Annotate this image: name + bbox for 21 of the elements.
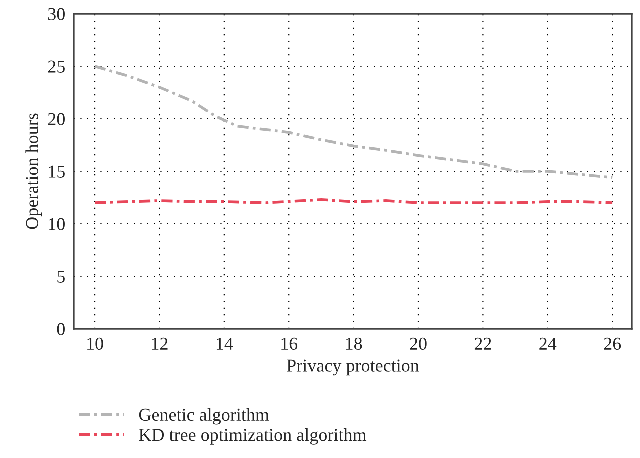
x-tick-label: 26 <box>604 338 622 350</box>
y-tick-label: 25 <box>48 60 65 73</box>
legend-label: Genetic algorithm <box>139 408 270 425</box>
y-tick-label: 20 <box>48 113 65 126</box>
y-axis-title: Operation hours <box>26 114 42 230</box>
x-tick-label: 24 <box>540 338 557 350</box>
legend-label: KD tree optimization algorithm <box>139 428 367 445</box>
x-tick-label: 10 <box>88 338 104 350</box>
y-tick-label: 30 <box>48 8 65 20</box>
y-tick-label: 5 <box>58 270 65 283</box>
x-axis-title: Privacy protection <box>287 360 420 376</box>
y-tick-label: 10 <box>49 218 65 230</box>
line-series <box>94 65 614 180</box>
x-tick-label: 22 <box>474 338 492 350</box>
x-tick-label: 14 <box>216 338 234 350</box>
x-tick-label: 16 <box>282 338 298 350</box>
y-tick-label: 15 <box>49 166 65 178</box>
x-tick-label: 18 <box>346 338 362 350</box>
y-tick-label: 0 <box>57 323 65 336</box>
x-tick-label: 12 <box>152 338 168 350</box>
x-tick-label: 20 <box>410 338 427 350</box>
